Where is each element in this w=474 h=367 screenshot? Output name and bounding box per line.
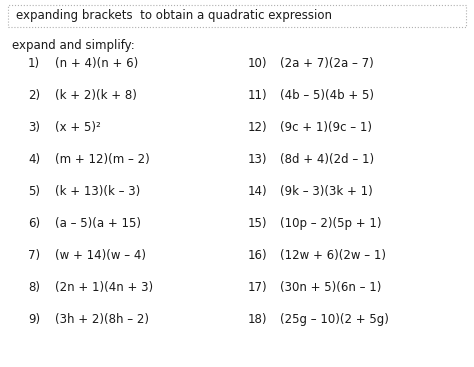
Text: 2): 2)	[28, 89, 40, 102]
Text: 10): 10)	[248, 57, 267, 70]
Text: (4b – 5)(4b + 5): (4b – 5)(4b + 5)	[280, 89, 374, 102]
Text: (30n + 5)(6n – 1): (30n + 5)(6n – 1)	[280, 281, 382, 294]
Text: (25g – 10)(2 + 5g): (25g – 10)(2 + 5g)	[280, 313, 389, 326]
Text: (12w + 6)(2w – 1): (12w + 6)(2w – 1)	[280, 249, 386, 262]
Text: 6): 6)	[28, 217, 40, 230]
Text: 17): 17)	[248, 281, 268, 294]
Text: (w + 14)(w – 4): (w + 14)(w – 4)	[55, 249, 146, 262]
Text: (k + 2)(k + 8): (k + 2)(k + 8)	[55, 89, 137, 102]
Text: (10p – 2)(5p + 1): (10p – 2)(5p + 1)	[280, 217, 382, 230]
Text: (a – 5)(a + 15): (a – 5)(a + 15)	[55, 217, 141, 230]
Text: (8d + 4)(2d – 1): (8d + 4)(2d – 1)	[280, 153, 374, 166]
Text: (2a + 7)(2a – 7): (2a + 7)(2a – 7)	[280, 57, 374, 70]
Text: 14): 14)	[248, 185, 268, 198]
Text: (9k – 3)(3k + 1): (9k – 3)(3k + 1)	[280, 185, 373, 198]
Text: (x + 5)²: (x + 5)²	[55, 121, 101, 134]
Text: 13): 13)	[248, 153, 267, 166]
Text: 1): 1)	[28, 57, 40, 70]
Text: (k + 13)(k – 3): (k + 13)(k – 3)	[55, 185, 140, 198]
Text: expand and simplify:: expand and simplify:	[12, 39, 135, 52]
Text: (2n + 1)(4n + 3): (2n + 1)(4n + 3)	[55, 281, 153, 294]
Text: (m + 12)(m – 2): (m + 12)(m – 2)	[55, 153, 150, 166]
Text: 4): 4)	[28, 153, 40, 166]
Text: expanding brackets  to obtain a quadratic expression: expanding brackets to obtain a quadratic…	[16, 10, 332, 22]
Text: 11): 11)	[248, 89, 268, 102]
Text: 7): 7)	[28, 249, 40, 262]
Text: 12): 12)	[248, 121, 268, 134]
Text: 18): 18)	[248, 313, 267, 326]
Text: (3h + 2)(8h – 2): (3h + 2)(8h – 2)	[55, 313, 149, 326]
Text: 16): 16)	[248, 249, 268, 262]
Text: 5): 5)	[28, 185, 40, 198]
Text: 9): 9)	[28, 313, 40, 326]
Text: 8): 8)	[28, 281, 40, 294]
FancyBboxPatch shape	[8, 5, 466, 27]
Text: (n + 4)(n + 6): (n + 4)(n + 6)	[55, 57, 138, 70]
Text: 3): 3)	[28, 121, 40, 134]
Text: 15): 15)	[248, 217, 267, 230]
Text: (9c + 1)(9c – 1): (9c + 1)(9c – 1)	[280, 121, 372, 134]
